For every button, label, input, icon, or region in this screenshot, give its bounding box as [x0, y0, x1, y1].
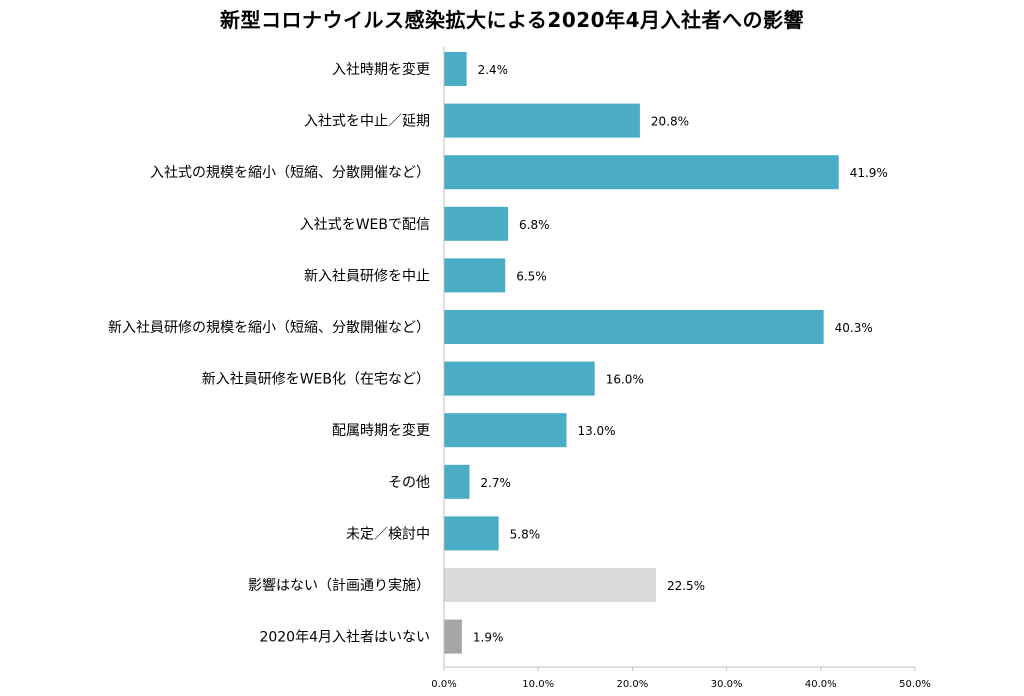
category-label-9: 未定／検討中	[346, 526, 430, 542]
x-tick-label-0: 0.0%	[431, 679, 456, 690]
category-label-2: 入社式の規模を縮小（短縮、分散開催など）	[150, 165, 430, 181]
category-label-11: 2020年4月入社者はいない	[259, 630, 430, 646]
bars-group	[444, 52, 839, 654]
category-label-3: 入社式をWEBで配信	[300, 217, 430, 233]
bar-5	[444, 310, 824, 344]
x-tick-label-5: 50.0%	[899, 679, 931, 690]
category-label-10: 影響はない（計画通り実施）	[248, 577, 430, 594]
category-label-4: 新入社員研修を中止	[304, 268, 430, 284]
chart-title: 新型コロナウイルス感染拡大による2020年4月入社者への影響	[220, 8, 804, 32]
category-label-0: 入社時期を変更	[332, 61, 430, 78]
value-label-7: 13.0%	[577, 424, 615, 438]
x-tick-label-1: 10.0%	[522, 679, 554, 690]
category-label-6: 新入社員研修をWEB化（在宅など）	[202, 372, 430, 388]
x-axis-group: 0.0% 10.0% 20.0% 30.0% 40.0% 50.0%	[431, 47, 931, 690]
value-label-11: 1.9%	[473, 631, 504, 645]
bar-7	[444, 413, 567, 448]
bar-0	[444, 52, 467, 86]
value-label-4: 6.5%	[516, 269, 547, 283]
value-label-5: 40.3%	[835, 321, 873, 335]
value-label-6: 16.0%	[606, 373, 644, 387]
value-label-1: 20.8%	[651, 115, 689, 129]
category-label-1: 入社式を中止／延期	[304, 114, 430, 130]
value-label-9: 5.8%	[510, 527, 541, 541]
category-label-5: 新入社員研修の規模を縮小（短縮、分散開催など）	[108, 320, 430, 336]
value-label-10: 22.5%	[667, 579, 705, 593]
value-label-3: 6.8%	[519, 218, 550, 232]
category-label-7: 配属時期を変更	[332, 422, 430, 439]
value-label-2: 41.9%	[850, 166, 888, 180]
bar-6	[444, 361, 595, 396]
bar-4	[444, 258, 506, 293]
bar-3	[444, 206, 509, 241]
bar-11	[444, 619, 462, 654]
x-tick-label-2: 20.0%	[617, 679, 649, 690]
category-label-8: その他	[388, 475, 430, 491]
x-tick-label-3: 30.0%	[711, 679, 743, 690]
value-label-8: 2.7%	[480, 476, 511, 490]
x-tick-label-4: 40.0%	[805, 679, 837, 690]
value-label-0: 2.4%	[478, 63, 509, 77]
bar-9	[444, 516, 499, 551]
bar-1	[444, 103, 640, 138]
bar-8	[444, 464, 470, 499]
bar-10	[444, 568, 656, 602]
bar-2	[444, 155, 839, 190]
value-labels-group: 2.4% 20.8% 41.9% 6.8% 6.5% 40.3% 16.0% 13.0% 2.7…	[473, 63, 888, 645]
